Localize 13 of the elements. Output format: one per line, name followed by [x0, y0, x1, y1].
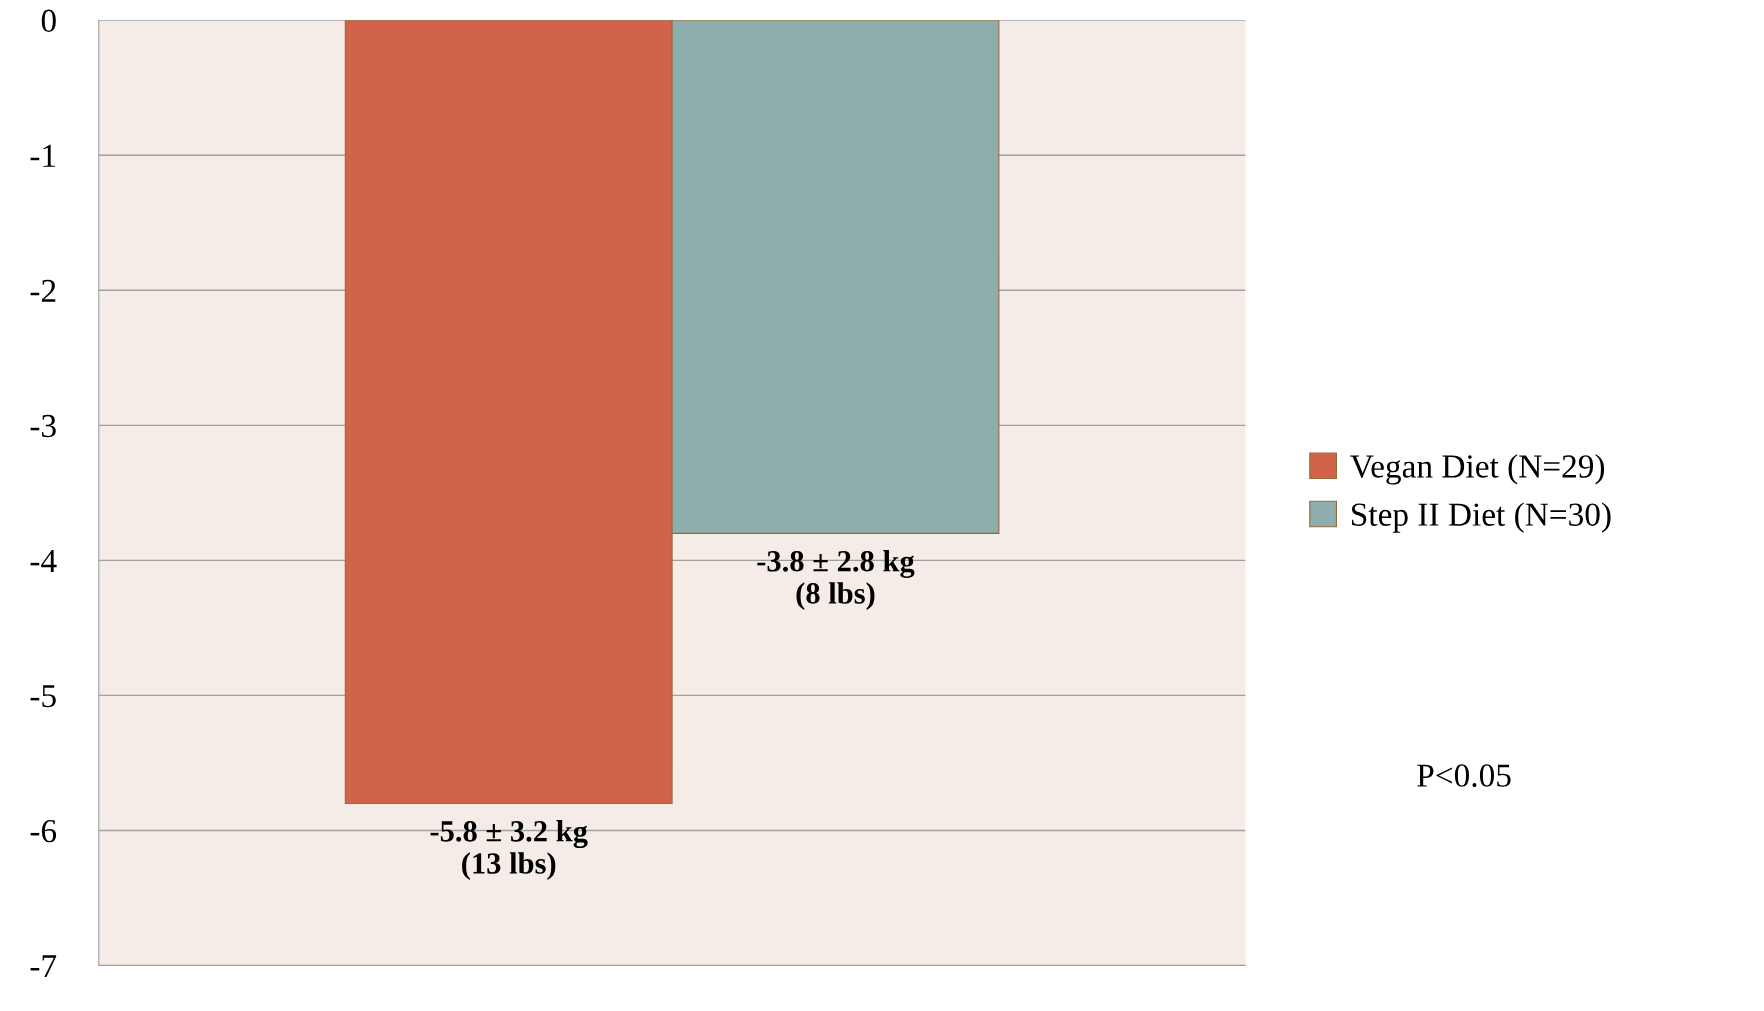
y-tick-label: -3 — [30, 414, 56, 438]
data-label: -5.8 ± 3.2 kg (13 lbs) — [430, 820, 588, 881]
y-tick-label: 0 — [41, 9, 56, 33]
y-tick-label: -1 — [30, 144, 56, 167]
text: P<0.05 — [1417, 764, 1511, 787]
y-tick-label: -5 — [30, 685, 56, 708]
y-tick-label: -6 — [30, 819, 57, 843]
y-tick-label: -7 — [30, 955, 57, 978]
legend-label: Step II Diet (N=30) — [1352, 502, 1611, 533]
y-tick-label: -2 — [30, 279, 56, 302]
legend-label: Vegan Diet (N=29) — [1350, 454, 1605, 485]
data-label: -3.8 ± 2.8 kg (8 lbs) — [757, 550, 915, 610]
y-tick-label: -4 — [30, 550, 57, 572]
